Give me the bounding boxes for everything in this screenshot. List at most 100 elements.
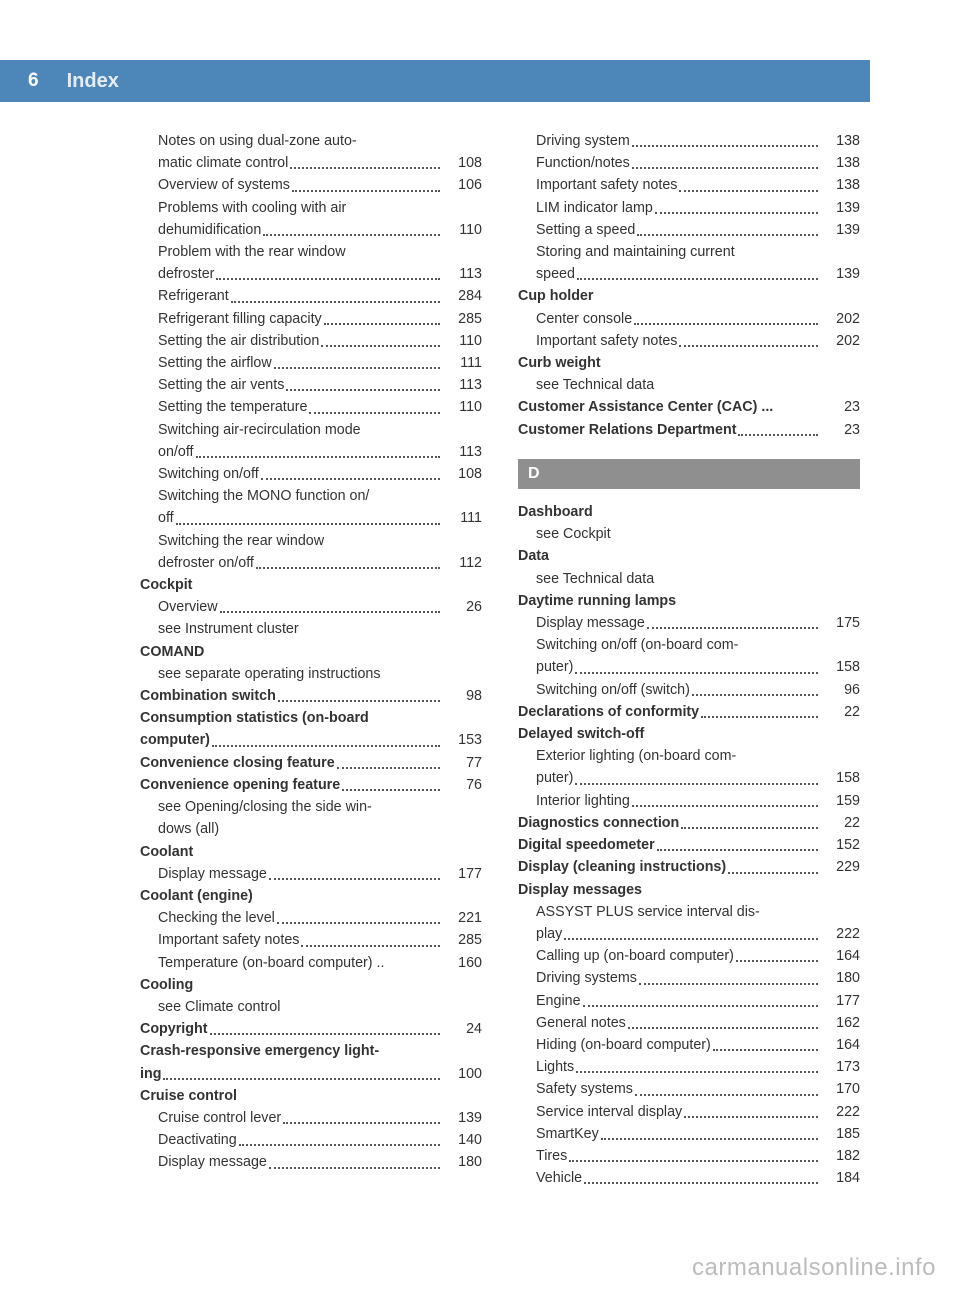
- index-page-number: 229: [820, 856, 860, 878]
- leader-dots: [679, 190, 818, 192]
- index-entry-text: ASSYST PLUS service interval dis-: [518, 904, 760, 920]
- index-entry-text: Setting the temperature: [158, 396, 307, 418]
- index-entry-text: Problems with cooling with air: [140, 200, 346, 216]
- index-entry-line: Crash-responsive emergency light-: [140, 1040, 482, 1062]
- index-entry: LIM indicator lamp139: [518, 197, 860, 219]
- index-entry-text: Driving systems: [536, 967, 637, 989]
- index-entry: Driving system138: [518, 130, 860, 152]
- index-entry: Lights173: [518, 1056, 860, 1078]
- leader-dots: [269, 1167, 440, 1169]
- index-entry: Hiding (on-board computer) 164: [518, 1034, 860, 1056]
- index-heading: Cup holder: [518, 285, 860, 307]
- leader-dots: [639, 983, 818, 985]
- index-see-reference: see Technical data: [518, 568, 860, 590]
- index-entry-text: Display message: [158, 1151, 267, 1173]
- index-entry: Copyright 24: [140, 1018, 482, 1040]
- index-page-number: 177: [820, 990, 860, 1012]
- section-letter: D: [518, 459, 860, 489]
- index-entry-text: Copyright: [140, 1018, 208, 1040]
- index-entry-text: Hiding (on-board computer): [536, 1034, 711, 1056]
- index-entry: Switching on/off (switch) 96: [518, 679, 860, 701]
- index-page-number: 284: [442, 285, 482, 307]
- index-page-number: 138: [820, 152, 860, 174]
- index-entry-text: dehumidification: [158, 219, 261, 241]
- index-entry: Setting the air vents113: [140, 374, 482, 396]
- index-heading: COMAND: [140, 641, 482, 663]
- index-page-number: 222: [820, 1101, 860, 1123]
- leader-dots: [176, 523, 440, 525]
- index-entry-text: Overview of systems: [158, 174, 290, 196]
- index-entry-line: Consumption statistics (on-board: [140, 707, 482, 729]
- index-page-number: 221: [442, 907, 482, 929]
- index-page-number: 110: [442, 219, 482, 241]
- leader-dots: [569, 1160, 818, 1162]
- index-page-number: 138: [820, 130, 860, 152]
- index-entry-text: Refrigerant: [158, 285, 229, 307]
- index-entry-text: Vehicle: [536, 1167, 582, 1189]
- index-page-number: 23: [820, 396, 860, 418]
- index-entry-text: Exterior lighting (on-board com-: [518, 748, 736, 764]
- index-entry: Function/notes 138: [518, 152, 860, 174]
- index-entry: puter) 158: [518, 656, 860, 678]
- index-page-number: 113: [442, 441, 482, 463]
- index-entry-text: Crash-responsive emergency light-: [140, 1043, 379, 1059]
- index-entry-text: Refrigerant filling capacity: [158, 308, 322, 330]
- index-page-number: 139: [820, 197, 860, 219]
- index-entry-text: speed: [536, 263, 575, 285]
- index-page-number: 160: [442, 952, 482, 974]
- index-see-reference: see separate operating instructions: [140, 663, 482, 685]
- index-page-number: 153: [442, 729, 482, 751]
- index-entry-text: Temperature (on-board computer) ..: [158, 952, 384, 974]
- leader-dots: [575, 783, 818, 785]
- index-entry-text: Combination switch: [140, 685, 276, 707]
- index-entry: speed 139: [518, 263, 860, 285]
- index-entry: Customer Relations Department23: [518, 419, 860, 441]
- index-entry-text: Storing and maintaining current: [518, 244, 735, 260]
- index-entry: Engine177: [518, 990, 860, 1012]
- leader-dots: [342, 789, 440, 791]
- index-heading-text: Daytime running lamps: [518, 593, 676, 609]
- index-entry: ing100: [140, 1063, 482, 1085]
- index-entry: Digital speedometer152: [518, 834, 860, 856]
- leader-dots: [728, 872, 818, 874]
- index-entry-line: Problem with the rear window: [140, 241, 482, 263]
- header-title: Index: [67, 70, 119, 93]
- index-entry-text: Overview: [158, 596, 218, 618]
- index-entry-text: Switching on/off (switch): [536, 679, 690, 701]
- index-page-number: 76: [442, 774, 482, 796]
- index-entry: off111: [140, 507, 482, 529]
- index-entry: Checking the level221: [140, 907, 482, 929]
- leader-dots: [256, 567, 440, 569]
- index-see-reference: dows (all): [140, 818, 482, 840]
- index-entry: puter)158: [518, 767, 860, 789]
- index-columns: Notes on using dual-zone auto-matic clim…: [140, 130, 860, 1189]
- leader-dots: [679, 345, 818, 347]
- index-entry-text: Consumption statistics (on-board: [140, 710, 369, 726]
- index-page-number: 96: [820, 679, 860, 701]
- index-entry: Tires182: [518, 1145, 860, 1167]
- index-entry: Cruise control lever139: [140, 1107, 482, 1129]
- index-entry-text: Switching the MONO function on/: [140, 488, 369, 504]
- index-entry-text: Important safety notes: [536, 174, 677, 196]
- index-entry-text: ing: [140, 1063, 161, 1085]
- index-page-number: 180: [442, 1151, 482, 1173]
- index-entry-text: puter): [536, 656, 573, 678]
- leader-dots: [564, 938, 818, 940]
- index-page-number: 24: [442, 1018, 482, 1040]
- index-page-number: 158: [820, 656, 860, 678]
- index-page-number: 139: [820, 263, 860, 285]
- index-page-number: 164: [820, 1034, 860, 1056]
- index-entry-line: Switching the rear window: [140, 530, 482, 552]
- leader-dots: [220, 611, 440, 613]
- index-page-number: 159: [820, 790, 860, 812]
- index-page-number: 139: [820, 219, 860, 241]
- index-entry-text: Function/notes: [536, 152, 630, 174]
- index-entry: General notes162: [518, 1012, 860, 1034]
- leader-dots: [632, 167, 818, 169]
- leader-dots: [263, 234, 440, 236]
- index-entry-text: Calling up (on-board computer): [536, 945, 734, 967]
- leader-dots: [637, 234, 818, 236]
- index-see-reference: see Opening/closing the side win-: [140, 796, 482, 818]
- leader-dots: [324, 323, 440, 325]
- index-entry-text: Deactivating: [158, 1129, 237, 1151]
